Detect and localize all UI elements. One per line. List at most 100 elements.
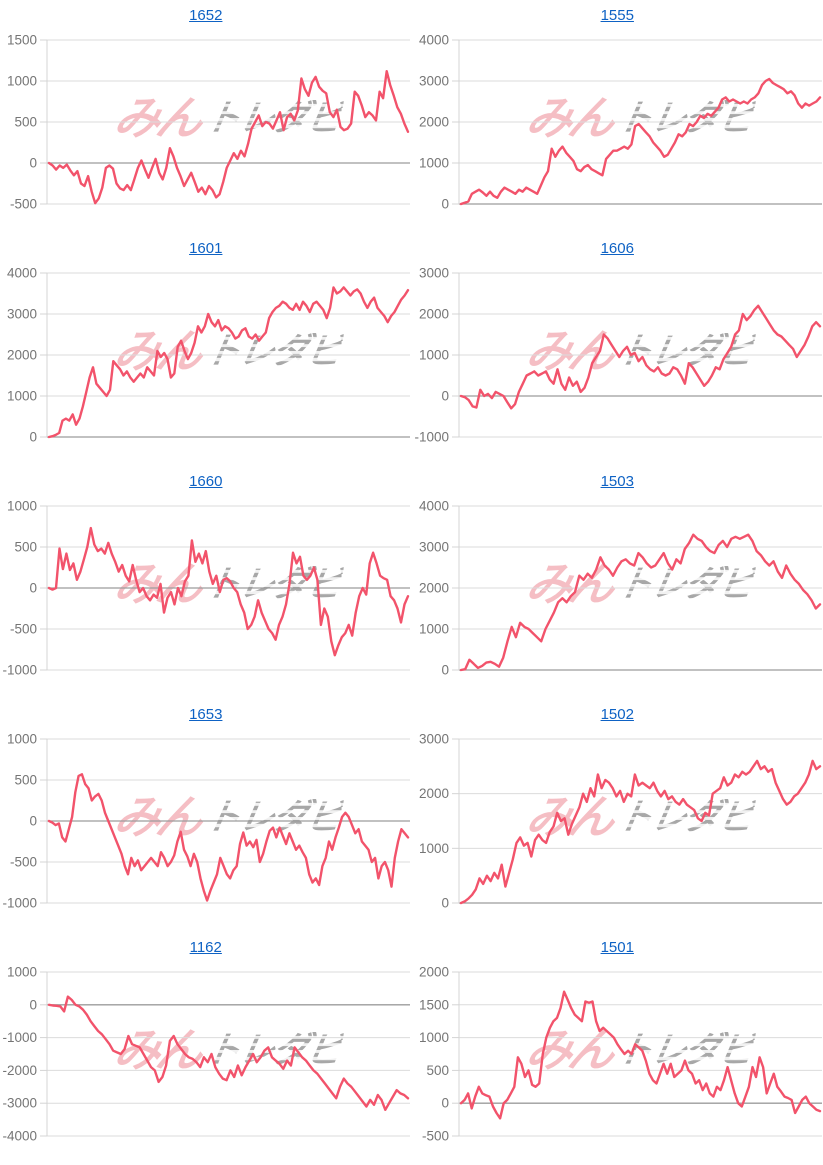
chart-title-row: 1503: [412, 472, 823, 491]
line-chart-canvas-1601: 4000 3000 2000 1000 0: [7, 266, 410, 445]
chart-title-row: 1601: [0, 239, 412, 258]
line-chart-canvas-1652: 1500 1000 500 0 -500: [7, 33, 410, 212]
y-tick-label: 0: [441, 896, 449, 911]
y-tick-label: 1500: [418, 997, 448, 1012]
chart-title-row: 1162: [0, 938, 412, 957]
y-tick-label: 0: [441, 663, 449, 678]
series-line: [459, 990, 821, 1120]
chart-title-row: 1606: [412, 239, 823, 258]
chart-cell-1601: 1601 みん トレダビ 4000 3000 2000 1000 0: [0, 233, 412, 466]
y-tick-label: 1000: [418, 156, 448, 171]
y-tick-label: -2000: [2, 1063, 37, 1078]
line-chart-canvas-1660: 1000 500 0 -500 -1000: [2, 499, 410, 678]
y-tick-label: 2000: [418, 115, 448, 130]
y-tick-label: 500: [14, 540, 37, 555]
line-chart-canvas-1503: 4000 3000 2000 1000 0: [418, 499, 822, 678]
y-tick-label: 4000: [7, 266, 37, 281]
y-tick-label: 1000: [418, 622, 448, 637]
y-tick-label: 2000: [7, 348, 37, 363]
chart-cell-1555: 1555 みん トレダビ 4000 3000 2000 1000 0: [412, 0, 823, 233]
line-chart-canvas-1162: 1000 0 -1000 -2000 -3000 -4000: [2, 965, 410, 1144]
y-tick-label: 1000: [7, 732, 37, 747]
y-tick-label: -1000: [2, 1030, 37, 1045]
y-tick-label: 2000: [418, 307, 448, 322]
chart-cell-1503: 1503 みん トレダビ 4000 3000 2000 1000 0: [412, 466, 823, 699]
chart-cell-1502: 1502 みん トレダビ 3000 2000 1000 0: [412, 699, 823, 932]
y-tick-label: 2000: [418, 786, 448, 801]
chart-title-link-1501[interactable]: 1501: [600, 939, 634, 956]
y-tick-label: 0: [29, 997, 37, 1012]
y-tick-label: 1000: [7, 74, 37, 89]
y-tick-label: -1000: [2, 896, 37, 911]
series-line: [459, 533, 821, 672]
y-tick-label: 1000: [418, 348, 448, 363]
chart-title-link-1601[interactable]: 1601: [189, 240, 223, 257]
y-tick-label: 0: [441, 197, 449, 212]
y-tick-label: 1000: [418, 841, 448, 856]
y-tick-label: -500: [10, 622, 37, 637]
y-tick-label: 500: [14, 115, 37, 130]
y-tick-label: 3000: [418, 732, 448, 747]
y-tick-label: 1000: [7, 389, 37, 404]
chart-cell-1653: 1653 みん トレダビ 1000 500 0 -500 -1000: [0, 699, 412, 932]
line-chart-canvas-1606: 3000 2000 1000 0 -1000: [414, 266, 822, 445]
chart-title-link-1503[interactable]: 1503: [600, 473, 634, 490]
series-line: [47, 286, 410, 439]
y-tick-label: 0: [29, 581, 37, 596]
y-tick-label: -4000: [2, 1129, 37, 1144]
y-tick-label: 3000: [7, 307, 37, 322]
y-tick-label: 1500: [7, 33, 37, 48]
line-chart-canvas-1501: 2000 1500 1000 500 0 -500: [418, 965, 822, 1144]
y-tick-label: 0: [29, 430, 37, 445]
series-line: [47, 526, 410, 657]
series-line: [47, 70, 410, 205]
y-tick-label: -1000: [414, 430, 449, 445]
y-tick-label: 0: [441, 1096, 449, 1111]
y-tick-label: 4000: [418, 499, 448, 514]
chart-cell-1501: 1501 みん トレダビ 2000 1500 1000 500 0 -500: [412, 932, 823, 1165]
y-tick-label: -3000: [2, 1096, 37, 1111]
chart-cell-1606: 1606 みん トレダビ 3000 2000 1000 0 -1000: [412, 233, 823, 466]
y-tick-label: 1000: [7, 965, 37, 980]
chart-cell-1652: 1652 みん トレダビ 1500 1000 500 0 -500: [0, 0, 412, 233]
y-tick-label: -500: [10, 855, 37, 870]
chart-title-row: 1501: [412, 938, 823, 957]
chart-cell-1660: 1660 みん トレダビ 1000 500 0 -500 -1000: [0, 466, 412, 699]
line-chart-canvas-1502: 3000 2000 1000 0: [418, 732, 822, 911]
y-tick-label: 0: [29, 156, 37, 171]
series-line: [459, 759, 821, 905]
chart-title-link-1606[interactable]: 1606: [600, 240, 634, 257]
line-chart-canvas-1653: 1000 500 0 -500 -1000: [2, 732, 410, 911]
chart-title-row: 1653: [0, 705, 412, 724]
y-tick-label: -500: [10, 197, 37, 212]
series-line: [47, 773, 410, 902]
y-tick-label: 1000: [7, 499, 37, 514]
y-tick-label: 500: [14, 773, 37, 788]
chart-title-link-1162[interactable]: 1162: [189, 939, 222, 956]
series-line: [47, 995, 410, 1112]
y-tick-label: 3000: [418, 74, 448, 89]
series-line: [459, 77, 821, 206]
chart-title-row: 1660: [0, 472, 412, 491]
y-tick-label: 2000: [418, 581, 448, 596]
chart-title-row: 1555: [412, 6, 823, 25]
chart-title-link-1555[interactable]: 1555: [600, 7, 634, 24]
chart-title-link-1652[interactable]: 1652: [189, 7, 223, 24]
series-line: [459, 304, 821, 410]
chart-title-link-1502[interactable]: 1502: [600, 706, 634, 723]
y-tick-label: 3000: [418, 266, 448, 281]
chart-title-link-1660[interactable]: 1660: [189, 473, 223, 490]
chart-title-row: 1652: [0, 6, 412, 25]
y-tick-label: 1000: [418, 1030, 448, 1045]
chart-title-link-1653[interactable]: 1653: [189, 706, 223, 723]
y-tick-label: -500: [421, 1129, 448, 1144]
line-chart-canvas-1555: 4000 3000 2000 1000 0: [418, 33, 822, 212]
y-tick-label: 4000: [418, 33, 448, 48]
y-tick-label: 2000: [418, 965, 448, 980]
chart-cell-1162: 1162 みん トレダビ 1000 0 -1000 -2000 -3000 -4000: [0, 932, 412, 1165]
chart-title-row: 1502: [412, 705, 823, 724]
y-tick-label: 3000: [418, 540, 448, 555]
y-tick-label: 0: [441, 389, 449, 404]
y-tick-label: -1000: [2, 663, 37, 678]
